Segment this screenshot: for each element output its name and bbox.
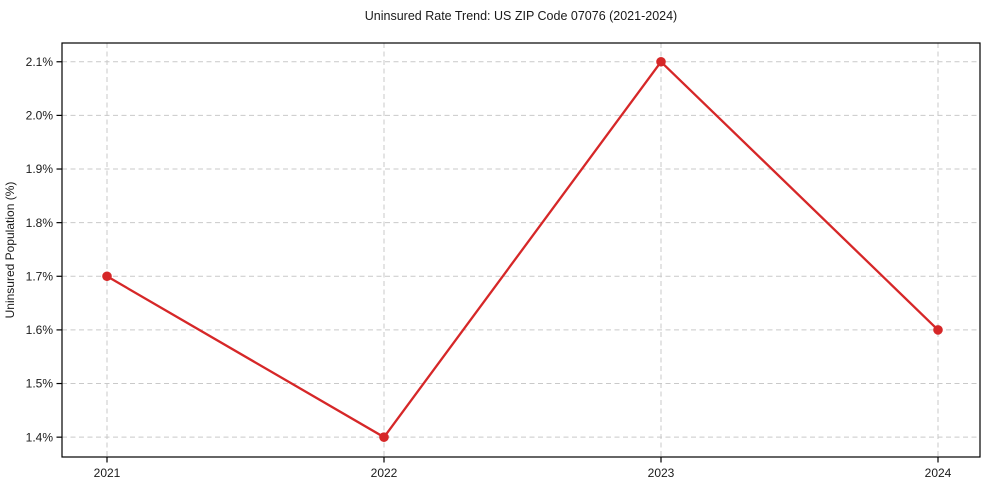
y-tick-label: 2.0%	[26, 109, 54, 123]
x-tick-label: 2022	[371, 466, 398, 480]
tick-label-layer: 1.4% 1.5% 1.6% 1.7% 1.8% 1.9% 2.0% 2.1% 2021 2022…	[26, 55, 952, 480]
x-tick-label: 2021	[94, 466, 121, 480]
data-point	[933, 325, 943, 335]
x-tick-label: 2023	[648, 466, 675, 480]
y-tick-label: 1.9%	[26, 162, 54, 176]
grid-layer	[62, 43, 980, 457]
trend-line	[105, 60, 940, 439]
y-tick-label: 1.7%	[26, 269, 54, 283]
y-tick-label: 2.1%	[26, 55, 54, 69]
y-tick-label: 1.4%	[26, 430, 54, 444]
x-tick-label: 2024	[925, 466, 952, 480]
plot-frame	[61, 42, 981, 458]
y-tick-label: 1.6%	[26, 323, 54, 337]
y-axis-label: Uninsured Population (%)	[3, 182, 17, 319]
series-layer	[102, 56, 943, 442]
data-point	[102, 271, 112, 282]
chart-title: Uninsured Rate Trend: US ZIP Code 07076 …	[365, 9, 677, 23]
y-tick-label: 1.5%	[26, 377, 54, 391]
tick-layer	[56, 61, 939, 463]
data-point	[656, 56, 666, 67]
y-tick-label: 1.8%	[26, 216, 54, 230]
data-point	[379, 432, 389, 442]
